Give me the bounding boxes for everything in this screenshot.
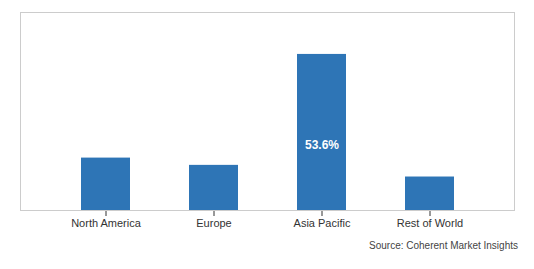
html-text:Source: Coherent Market Insigh: Source: Coherent Market Insights bbox=[369, 240, 518, 251]
svg-text:Rest of World: Rest of World bbox=[397, 217, 463, 229]
svg-text:North America: North America bbox=[71, 217, 142, 229]
svg-text:53.6%: 53.6% bbox=[305, 138, 339, 152]
svg-text:Asia Pacific: Asia Pacific bbox=[294, 217, 351, 229]
svg-text:Europe: Europe bbox=[196, 217, 231, 229]
